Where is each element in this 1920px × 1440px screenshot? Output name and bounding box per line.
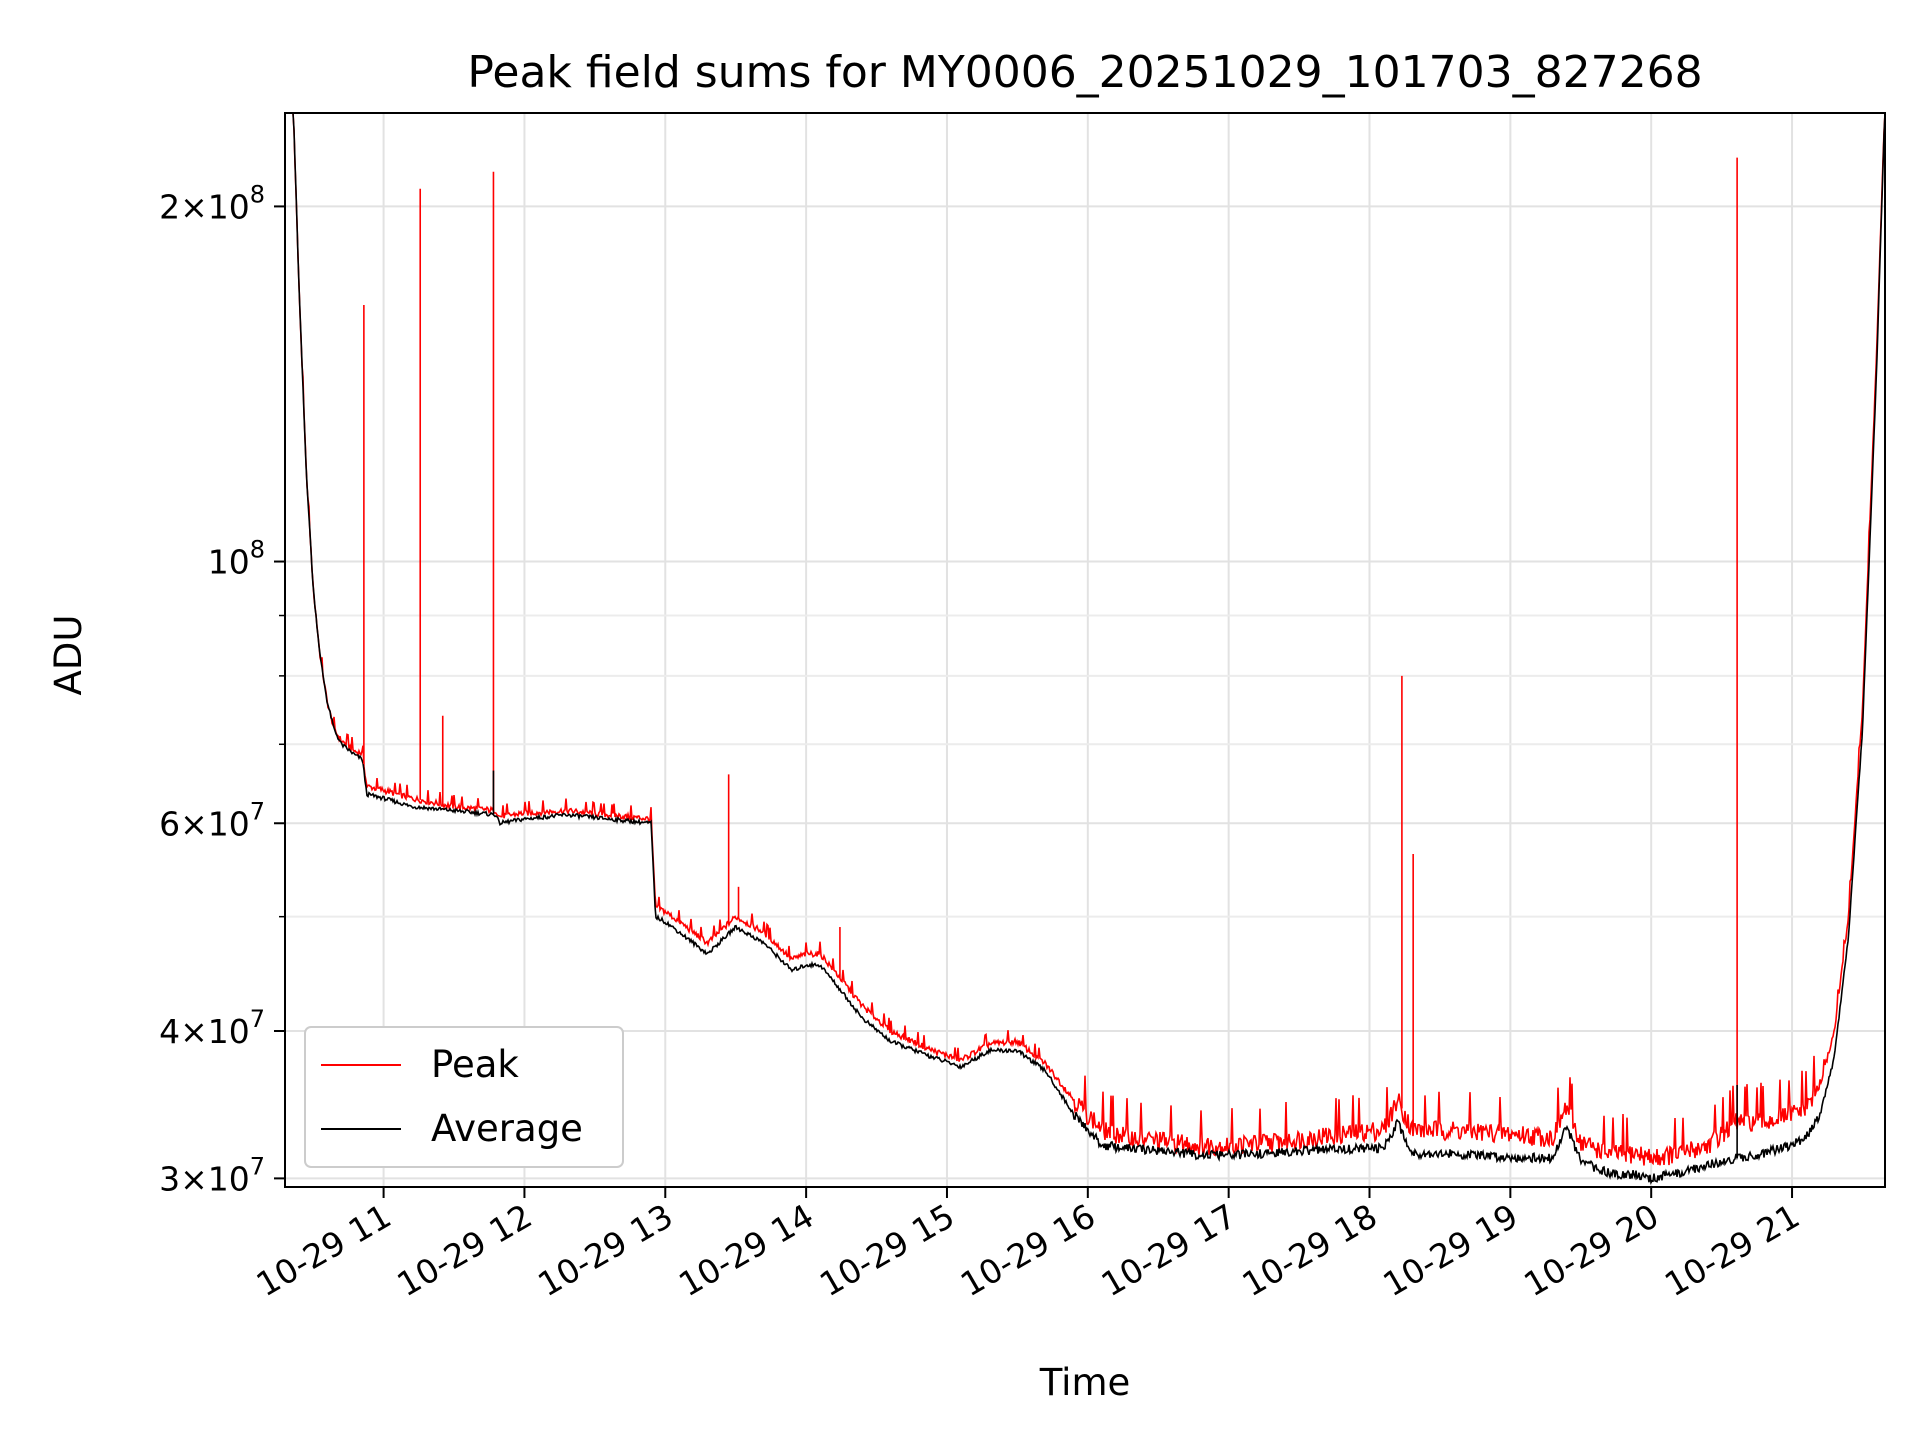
legend-label-average: Average bbox=[431, 1107, 583, 1150]
plot-frame bbox=[284, 112, 1886, 1188]
y-tick-label: 4×107 bbox=[159, 1005, 265, 1051]
x-tick-label: 10-29 14 bbox=[672, 1196, 820, 1304]
legend-box bbox=[304, 1026, 624, 1168]
x-tick-label: 10-29 18 bbox=[1236, 1196, 1384, 1304]
x-tick-label: 10-29 19 bbox=[1376, 1196, 1524, 1304]
y-tick-label: 6×107 bbox=[159, 797, 265, 843]
x-tick-label: 10-29 20 bbox=[1517, 1196, 1665, 1304]
x-tick-label: 10-29 21 bbox=[1658, 1196, 1806, 1304]
legend-label-peak: Peak bbox=[431, 1043, 519, 1086]
y-tick-label: 108 bbox=[208, 536, 265, 582]
x-tick-label: 10-29 17 bbox=[1095, 1196, 1243, 1304]
series-lines bbox=[285, 112, 1886, 1185]
x-axis-label: Time bbox=[1039, 1361, 1131, 1404]
x-tick-label: 10-29 11 bbox=[250, 1196, 398, 1304]
x-tick-label: 10-29 15 bbox=[813, 1196, 961, 1304]
legend: Peak Average bbox=[304, 1026, 624, 1168]
y-axis-label: ADU bbox=[47, 615, 90, 696]
series-line-average bbox=[285, 112, 1886, 1185]
grid bbox=[285, 113, 1885, 1187]
x-tick-label: 10-29 12 bbox=[390, 1196, 538, 1304]
y-tick-label: 3×107 bbox=[159, 1152, 265, 1198]
x-tick-label: 10-29 16 bbox=[954, 1196, 1102, 1304]
y-tick-label: 2×108 bbox=[159, 180, 265, 226]
x-tick-label: 10-29 13 bbox=[531, 1196, 679, 1304]
series-line-peak bbox=[285, 112, 1886, 1166]
chart-title: Peak field sums for MY0006_20251029_1017… bbox=[467, 47, 1702, 98]
